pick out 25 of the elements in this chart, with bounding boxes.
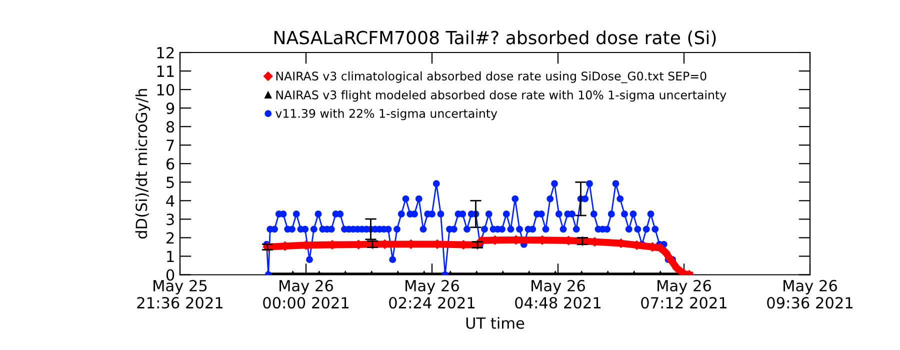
y-tick-label: 3	[166, 214, 174, 226]
x-tick-label: May 26 04:48 2021	[515, 280, 600, 309]
x-tick-label: May 26 00:00 2021	[263, 280, 348, 309]
x-axis-title: UT time	[466, 317, 524, 329]
x-tick-label: May 25 21:36 2021	[137, 280, 222, 309]
y-tick-label: 7	[166, 140, 174, 151]
y-tick-label: 10	[157, 84, 174, 96]
x-tick-label: May 26 02:24 2021	[389, 280, 474, 309]
x-tick-label: May 26 09:36 2021	[767, 280, 852, 309]
y-tick-label: 12	[157, 46, 174, 58]
legend-label: NAIRAS v3 flight modeled absorbed dose rate with 10% 1-sigma uncertainty	[276, 90, 726, 102]
y-tick-label: 8	[166, 121, 174, 133]
y-tick-label: 0	[166, 269, 174, 281]
y-tick-label: 2	[166, 232, 174, 244]
y-axis-title: dD(Si)/dt microGy/h	[135, 89, 150, 239]
chart-title: NASALaRCFM7008 Tail#? absorbed dose rate (Si)	[274, 30, 716, 47]
x-tick-label: May 26 07:12 2021	[641, 280, 726, 309]
y-tick-label: 11	[157, 66, 174, 77]
legend-label: NAIRAS v3 climatological absorbed dose rate using SiDose_G0.txt SEP=0	[276, 71, 706, 84]
y-tick-label: 9	[166, 102, 174, 114]
y-tick-label: 4	[166, 195, 174, 206]
y-tick-label: 6	[166, 158, 174, 170]
y-tick-label: 5	[166, 176, 174, 188]
legend-label: v11.39 with 22% 1-sigma uncertainty	[276, 108, 498, 120]
y-tick-label: 1	[167, 250, 174, 262]
